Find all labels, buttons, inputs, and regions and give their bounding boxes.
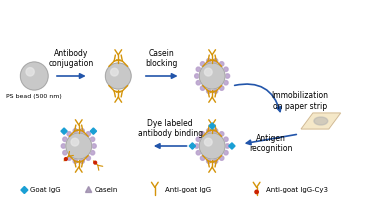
Circle shape (92, 144, 96, 148)
Circle shape (105, 63, 131, 89)
Circle shape (207, 129, 211, 133)
Circle shape (220, 62, 224, 66)
Text: Casein
blocking: Casein blocking (145, 49, 178, 68)
Text: Immobilization
on paper strip: Immobilization on paper strip (271, 91, 328, 111)
Circle shape (66, 133, 92, 159)
Circle shape (80, 159, 84, 163)
Ellipse shape (314, 117, 328, 125)
Circle shape (200, 62, 205, 66)
Circle shape (63, 151, 67, 155)
Circle shape (213, 89, 218, 93)
Circle shape (224, 137, 228, 142)
Polygon shape (209, 123, 215, 129)
Circle shape (213, 159, 218, 163)
Circle shape (207, 159, 211, 163)
Circle shape (205, 68, 212, 76)
Circle shape (200, 156, 205, 160)
Text: Antibody
conjugation: Antibody conjugation (49, 49, 94, 68)
Circle shape (195, 74, 199, 78)
Polygon shape (229, 143, 235, 149)
Circle shape (86, 132, 91, 136)
Circle shape (199, 133, 225, 159)
Polygon shape (90, 128, 96, 134)
Circle shape (67, 132, 71, 136)
Circle shape (220, 156, 224, 160)
Circle shape (196, 151, 201, 155)
Circle shape (196, 67, 201, 71)
Circle shape (224, 81, 228, 85)
Circle shape (207, 89, 211, 93)
Circle shape (213, 129, 218, 133)
Circle shape (224, 67, 228, 71)
Text: PS bead (500 nm): PS bead (500 nm) (6, 94, 62, 99)
Circle shape (94, 161, 96, 164)
Text: Antigen
recognition: Antigen recognition (249, 134, 292, 153)
Text: Dye labeled
antibody binding: Dye labeled antibody binding (138, 119, 203, 138)
Circle shape (73, 159, 78, 163)
Circle shape (199, 63, 225, 89)
Circle shape (20, 62, 48, 90)
Circle shape (207, 59, 211, 63)
Circle shape (64, 158, 67, 160)
Circle shape (195, 144, 199, 148)
Polygon shape (21, 186, 28, 193)
Circle shape (196, 81, 201, 85)
Text: Anti-goat IgG-Cy3: Anti-goat IgG-Cy3 (267, 187, 328, 193)
Polygon shape (189, 143, 196, 149)
Circle shape (224, 151, 228, 155)
Circle shape (26, 68, 34, 76)
Circle shape (86, 156, 91, 160)
Circle shape (91, 151, 95, 155)
Circle shape (220, 86, 224, 90)
Text: Goat IgG: Goat IgG (30, 187, 61, 193)
Circle shape (200, 132, 205, 136)
Circle shape (205, 138, 212, 146)
Circle shape (225, 74, 230, 78)
Circle shape (80, 129, 84, 133)
Circle shape (73, 129, 78, 133)
Text: Anti-goat IgG: Anti-goat IgG (165, 187, 211, 193)
Circle shape (91, 137, 95, 142)
Circle shape (220, 132, 224, 136)
Circle shape (200, 86, 205, 90)
Text: Casein: Casein (94, 187, 118, 193)
Circle shape (196, 137, 201, 142)
Circle shape (111, 68, 118, 76)
Circle shape (71, 138, 79, 146)
Circle shape (67, 156, 71, 160)
Polygon shape (301, 113, 341, 129)
Polygon shape (61, 128, 67, 134)
Circle shape (61, 144, 65, 148)
Circle shape (255, 190, 258, 194)
Circle shape (225, 144, 230, 148)
Circle shape (63, 137, 67, 142)
Circle shape (213, 59, 218, 63)
Polygon shape (85, 186, 92, 192)
